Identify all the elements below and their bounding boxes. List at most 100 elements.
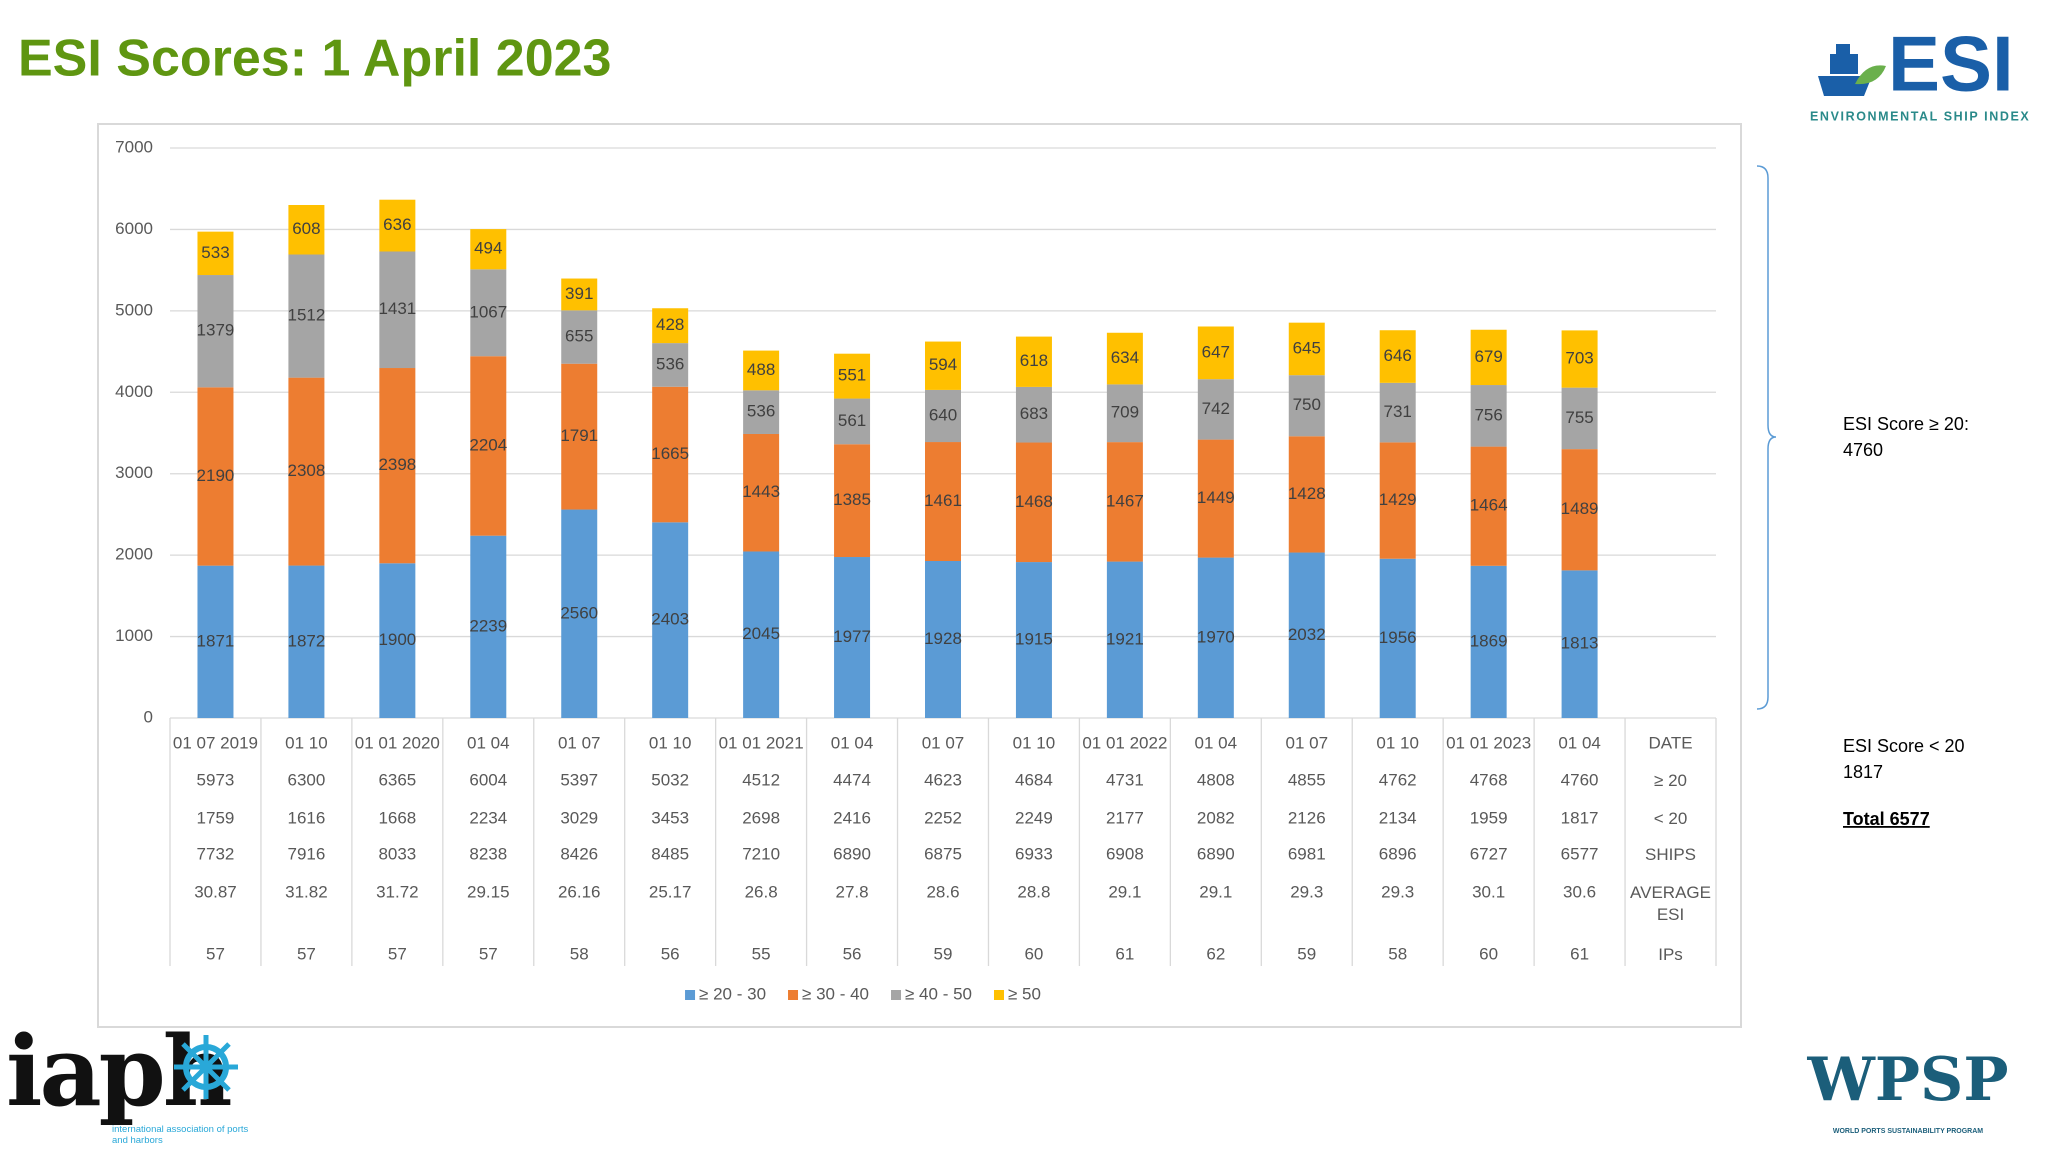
value-label: 533 xyxy=(201,243,229,262)
bar-segment xyxy=(1288,436,1325,553)
bar-segment xyxy=(1106,384,1143,443)
value-label: 2239 xyxy=(469,616,507,635)
legend-swatch xyxy=(685,990,696,1000)
table-cell: 57 xyxy=(206,944,225,963)
table-cell: 6004 xyxy=(469,770,507,789)
bar-segment xyxy=(1379,558,1416,718)
note-label: ESI Score < 20 xyxy=(1843,736,1965,756)
value-label: 551 xyxy=(838,366,866,385)
value-label: 731 xyxy=(1384,402,1412,421)
bar-segment xyxy=(925,341,961,390)
bar-segment xyxy=(1470,565,1507,718)
x-tick-label: 01 10 xyxy=(649,733,692,752)
bar-segment xyxy=(470,535,507,718)
bar-segment xyxy=(1379,442,1416,559)
bar-segment xyxy=(288,377,325,566)
table-cell: 28.8 xyxy=(1017,882,1050,901)
legend-label: ≥ 50 xyxy=(1008,984,1041,1003)
bar-segment xyxy=(561,363,598,510)
value-label: 1429 xyxy=(1379,490,1417,509)
table-cell: 26.16 xyxy=(558,882,601,901)
table-cell: 58 xyxy=(570,944,589,963)
x-tick-label: 01 04 xyxy=(467,733,510,752)
value-label: 2560 xyxy=(560,603,598,622)
legend-swatch xyxy=(788,990,799,1000)
value-label: 1449 xyxy=(1197,488,1235,507)
table-header: DATE xyxy=(1648,733,1692,752)
bar-segment xyxy=(1015,336,1052,387)
table-cell: 29.15 xyxy=(467,882,510,901)
value-label: 750 xyxy=(1293,395,1321,414)
table-cell: 4768 xyxy=(1470,770,1508,789)
table-cell: 56 xyxy=(661,944,680,963)
value-label: 494 xyxy=(474,239,502,258)
value-label: 634 xyxy=(1111,348,1139,367)
wpsp-logo: WPSP WORLD PORTS SUSTAINABILITY PROGRAM xyxy=(1807,1045,2009,1135)
value-label: 742 xyxy=(1202,399,1230,418)
y-tick-label: 6000 xyxy=(115,219,153,238)
table-cell: 4808 xyxy=(1197,770,1235,789)
value-label: 1464 xyxy=(1470,496,1508,515)
value-label: 1813 xyxy=(1561,634,1599,653)
table-cell: 4512 xyxy=(742,770,780,789)
note-total: Total 6577 xyxy=(1843,809,1930,829)
table-cell: 1817 xyxy=(1561,808,1599,827)
y-tick-label: 4000 xyxy=(115,382,153,401)
table-cell: 2249 xyxy=(1015,808,1053,827)
table-cell: 2126 xyxy=(1288,808,1326,827)
value-label: 2398 xyxy=(378,455,416,474)
bar-segment xyxy=(743,350,780,391)
legend-swatch xyxy=(891,990,902,1000)
x-tick-label: 01 07 xyxy=(1285,733,1328,752)
value-label: 2032 xyxy=(1288,625,1326,644)
table-cell: 1759 xyxy=(197,808,235,827)
bar-segment xyxy=(1470,446,1507,566)
bar-segment xyxy=(1470,385,1507,447)
table-cell: 56 xyxy=(843,944,862,963)
table-cell: 4474 xyxy=(833,770,871,789)
value-label: 1970 xyxy=(1197,627,1235,646)
table-row-label-box: IPs xyxy=(1658,945,1683,964)
x-tick-label: 01 04 xyxy=(1195,733,1238,752)
table-cell: 4760 xyxy=(1561,770,1599,789)
table-cell: 4684 xyxy=(1015,770,1053,789)
table-cell: 6981 xyxy=(1288,844,1326,863)
value-label: 2204 xyxy=(469,435,507,454)
x-tick-label: 01 01 2023 xyxy=(1446,733,1531,752)
value-label: 618 xyxy=(1020,351,1048,370)
table-cell: 26.8 xyxy=(745,882,778,901)
table-cell: 7732 xyxy=(197,844,235,863)
bar-segment xyxy=(1197,326,1234,380)
bar-segment xyxy=(1561,330,1598,388)
bar-segment xyxy=(470,229,507,270)
table-cell: 3029 xyxy=(560,808,598,827)
x-tick-label: 01 10 xyxy=(285,733,328,752)
x-tick-label: 01 07 xyxy=(558,733,601,752)
table-cell: 8485 xyxy=(651,844,689,863)
value-label: 2308 xyxy=(287,461,325,480)
bar-segment xyxy=(925,442,961,562)
table-cell: 6365 xyxy=(378,770,416,789)
value-label: 428 xyxy=(656,315,684,334)
bar-segment xyxy=(1106,442,1143,562)
bar-segment xyxy=(834,444,871,558)
iaph-logo: iaph international association of ports … xyxy=(6,1015,248,1146)
bar-segment xyxy=(1197,439,1234,558)
table-cell: 6933 xyxy=(1015,844,1053,863)
bar-segment xyxy=(652,343,689,387)
brace xyxy=(1756,165,1777,710)
x-tick-label: 01 10 xyxy=(1376,733,1419,752)
y-tick-label: 3000 xyxy=(115,463,153,482)
bar-segment xyxy=(834,398,871,445)
table-row-label-box: ≥ 20 xyxy=(1654,771,1687,790)
table-cell: 29.3 xyxy=(1381,882,1414,901)
value-label: 645 xyxy=(1293,338,1321,357)
table-cell: 61 xyxy=(1570,944,1589,963)
bar-segment xyxy=(743,433,780,552)
bar-segment xyxy=(1015,386,1052,443)
value-label: 646 xyxy=(1384,346,1412,365)
table-cell: 30.87 xyxy=(194,882,237,901)
chart-frame xyxy=(97,123,1742,1028)
table-cell: 29.1 xyxy=(1199,882,1232,901)
value-label: 679 xyxy=(1474,347,1502,366)
